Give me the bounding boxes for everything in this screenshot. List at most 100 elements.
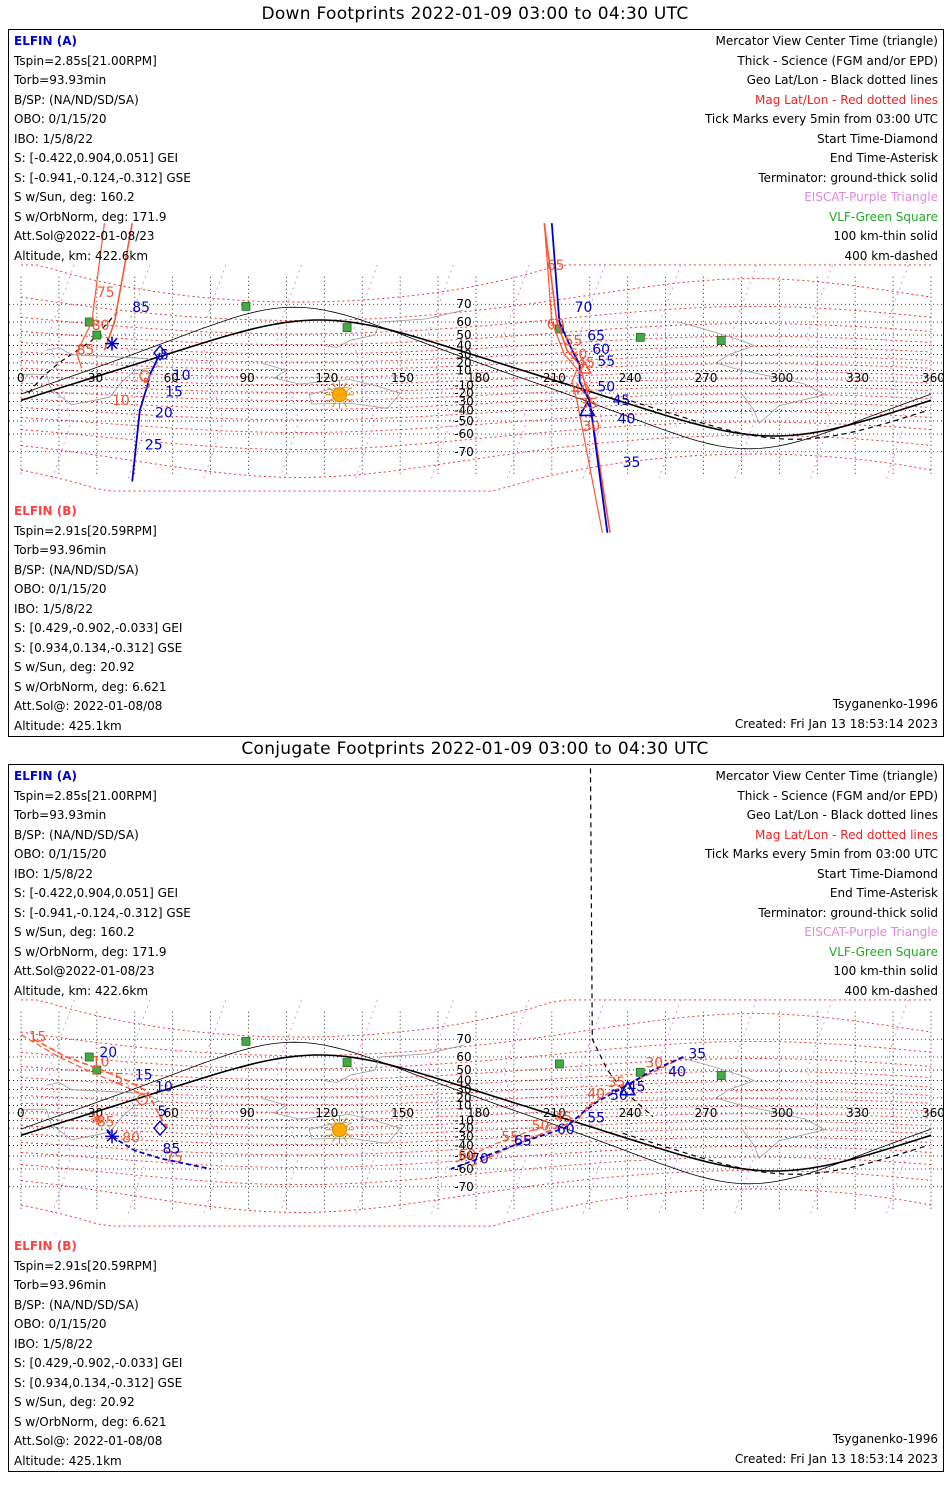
lon-tick-label: 210 xyxy=(543,1106,566,1120)
info-line: S w/OrbNorm, deg: 171.9 xyxy=(14,209,167,224)
track-tick-label: 60 xyxy=(458,1148,476,1164)
lat-tick-label: 20 xyxy=(456,1091,471,1105)
mag-meridian xyxy=(275,999,303,1217)
info-line: S: [-0.941,-0.124,-0.312] GSE xyxy=(14,170,191,185)
info-line: S w/OrbNorm, deg: 6.621 xyxy=(14,679,167,694)
sun-ray xyxy=(343,1117,347,1124)
legend-item: Terminator: ground-thick solid xyxy=(758,170,938,185)
track-tick-label: 5 xyxy=(142,376,151,392)
terminator-100km xyxy=(20,1041,932,1185)
lon-tick-label: 150 xyxy=(391,1106,414,1120)
info-line: Torb=93.96min xyxy=(14,543,107,557)
mag-parallel xyxy=(20,1170,932,1213)
legend-item: Start Time-Diamond xyxy=(816,866,938,881)
coastline xyxy=(260,1097,401,1144)
track-tick-label: 85 xyxy=(77,343,95,359)
track-tick-label: 55 xyxy=(597,354,615,370)
legend-item: EISCAT-Purple Triangle xyxy=(804,925,938,939)
lon-tick-label: 360 xyxy=(922,1106,943,1120)
mag-meridian xyxy=(48,264,75,482)
track-tick-label: 65 xyxy=(547,258,565,274)
info-line: S w/Sun, deg: 20.92 xyxy=(14,1395,135,1409)
created-timestamp: Created: Fri Jan 13 18:53:14 2023 xyxy=(734,716,938,731)
lon-tick-label: 30 xyxy=(88,371,103,385)
map-panel-down: 0 30 60 90 120 150 180 210 240 270 300 330 360 70 60 50… xyxy=(8,29,944,737)
mag-parallel xyxy=(20,1098,932,1113)
info-line: S w/Sun, deg: 20.92 xyxy=(14,660,135,674)
mag-parallel xyxy=(20,323,932,346)
track-tick-label: 15 xyxy=(29,1029,47,1045)
legend-item: Tick Marks every 5min from 03:00 UTC xyxy=(704,112,938,126)
footer-right: Tsyganenko-1996 Created: Fri Jan 13 18:5… xyxy=(735,1430,938,1469)
elfin-a-track xyxy=(550,223,609,533)
legend-item: Mag Lat/Lon - Red dotted lines xyxy=(754,92,938,107)
lon-tick-label: 210 xyxy=(543,371,566,385)
lat-tick-label: -30 xyxy=(454,394,474,408)
mag-parallel xyxy=(21,264,931,303)
center-time-triangle xyxy=(577,360,592,374)
elfin-b-track xyxy=(455,1123,552,1163)
vlf-site-marker xyxy=(342,323,352,333)
lon-tick-label: 240 xyxy=(619,1106,642,1120)
mag-parallel xyxy=(20,410,932,433)
track-tick-label: 5 xyxy=(160,348,169,364)
terminator-400km xyxy=(589,765,654,1118)
lat-tick-label: 40 xyxy=(456,339,471,353)
lat-tick-label: 60 xyxy=(456,1050,471,1064)
mag-parallel xyxy=(20,1105,932,1121)
legend-item: Thick - Science (FGM and/or EPD) xyxy=(737,53,938,68)
mag-parallel xyxy=(20,1113,932,1128)
lat-tick-label: -10 xyxy=(454,1113,474,1127)
track-tick-label: 50 xyxy=(610,1088,628,1104)
track-tick-label: 40 xyxy=(587,1087,605,1103)
lat-tick-label: -20 xyxy=(454,1121,474,1135)
map-plot-down: 0 30 60 90 120 150 180 210 240 270 300 330 360706050… xyxy=(9,223,943,533)
info-line: Tspin=2.85s[21.00RPM] xyxy=(14,788,157,803)
info-line: Torb=93.96min xyxy=(14,1278,107,1292)
lon-tick-label: 60 xyxy=(164,371,179,385)
lat-tick-label: 40 xyxy=(456,1074,471,1088)
lat-tick-label: -30 xyxy=(454,1129,474,1143)
mag-parallel xyxy=(20,1058,932,1081)
lon-tick-label: 120 xyxy=(315,371,338,385)
info-line: S: [-0.941,-0.124,-0.312] GSE xyxy=(14,905,191,920)
mag-meridian xyxy=(730,999,758,1217)
sun-ray xyxy=(343,401,347,408)
info-line: S w/Sun, deg: 160.2 xyxy=(14,925,135,939)
track-tick-label: 60 xyxy=(557,1122,575,1138)
lon-tick-label: 90 xyxy=(240,1106,255,1120)
info-line: Att.Sol@2022-01-08/23 xyxy=(14,229,155,243)
vlf-site-marker xyxy=(241,1036,251,1046)
track-tick-label: 65 xyxy=(514,1133,532,1149)
elfin-a-info: ELFIN (A) Tspin=2.85s[21.00RPM] Torb=93.… xyxy=(14,32,191,266)
info-line: B/SP: (NA/ND/SD/SA) xyxy=(14,1297,139,1312)
legend-item: EISCAT-Purple Triangle xyxy=(804,190,938,204)
info-line: OBO: 0/1/15/20 xyxy=(14,1317,107,1331)
footer-right: Tsyganenko-1996 Created: Fri Jan 13 18:5… xyxy=(735,695,938,734)
mag-parallel xyxy=(20,1040,932,1070)
mag-meridian xyxy=(806,264,833,482)
track-tick-label: 60 xyxy=(547,317,565,333)
lat-tick-label: 60 xyxy=(456,315,471,329)
track-tick-label: 70 xyxy=(575,300,593,316)
mag-meridian xyxy=(882,999,909,1217)
track-tick-label: 85 xyxy=(97,1115,115,1131)
lat-tick-label: 10 xyxy=(456,364,471,378)
mag-meridian xyxy=(806,999,833,1217)
mag-parallel xyxy=(20,346,932,363)
elfin-b-track xyxy=(470,1056,684,1167)
info-line: Torb=93.93min xyxy=(14,73,107,87)
lat-tick-label: -40 xyxy=(454,403,474,417)
legend-item: 400 km-dashed xyxy=(844,983,938,998)
lat-tick-label: 10 xyxy=(456,1099,471,1113)
mag-parallel xyxy=(20,1128,932,1145)
legend-item: Terminator: ground-thick solid xyxy=(758,905,938,920)
sun-ray xyxy=(343,382,347,389)
legend-item: Mercator View Center Time (triangle) xyxy=(715,34,938,48)
info-line: S: [0.429,-0.902,-0.033] GEI xyxy=(14,1356,183,1370)
mag-parallel xyxy=(20,1188,932,1227)
info-line: Tspin=2.91s[20.59RPM] xyxy=(14,1258,157,1273)
legend-item: Mercator View Center Time (triangle) xyxy=(715,769,938,783)
track-tick-label: 50 xyxy=(532,1119,550,1135)
info-line: Altitude: 425.1km xyxy=(14,718,122,733)
